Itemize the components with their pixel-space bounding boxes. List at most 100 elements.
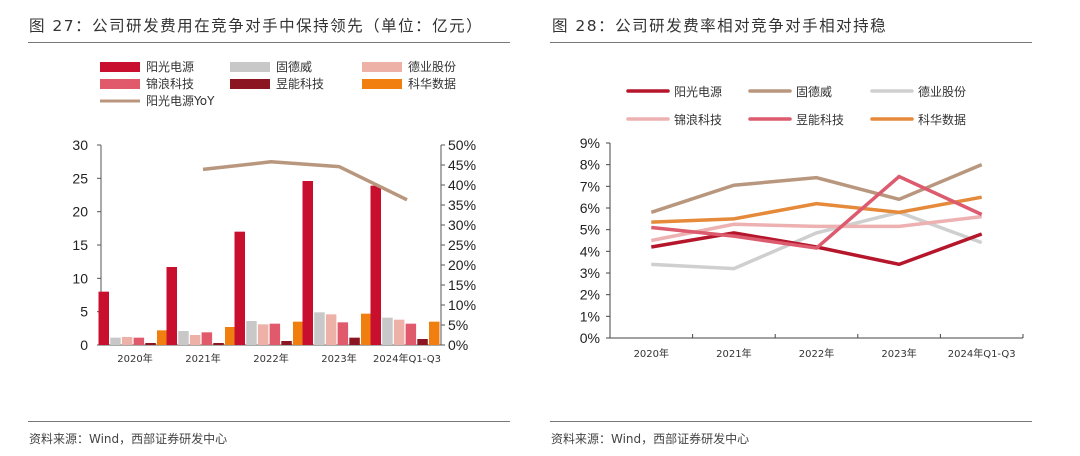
bar-3-2024-q1-q3 <box>405 323 417 345</box>
left-y-tick-label: 10 <box>72 270 88 286</box>
bar-1-2024-q1-q3 <box>382 317 393 345</box>
left-y-tick-label: 0 <box>80 337 88 353</box>
bar-0-2024-q1-q3 <box>370 185 381 345</box>
legend-swatch-4 <box>230 79 270 89</box>
legend-label-1: 固德威 <box>796 84 832 99</box>
legend-label-5: 科华数据 <box>918 112 966 127</box>
bar-2-2023 <box>325 314 337 345</box>
bar-5-2022 <box>293 321 304 345</box>
left-y-tick-label: 5 <box>80 304 88 320</box>
bar-2-2024-q1-q3 <box>393 319 405 345</box>
bar-4-2020 <box>145 343 156 345</box>
y-tick-label: 5% <box>580 222 600 238</box>
right-y-tick-label: 25% <box>448 237 476 253</box>
right-y-tick-label: 5% <box>448 317 468 333</box>
y-tick-label: 8% <box>580 157 600 173</box>
bar-1-2022 <box>246 321 257 345</box>
bar-0-2021 <box>166 267 177 345</box>
bar-3-2021 <box>201 332 213 345</box>
bar-2-2020 <box>121 337 133 345</box>
legend-label-3: 锦浪科技 <box>674 112 722 127</box>
bar-1-2020 <box>110 337 121 345</box>
legend-label-2: 德业股份 <box>408 59 456 74</box>
bar-3-2023 <box>337 322 349 345</box>
right-y-tick-label: 15% <box>448 277 476 293</box>
source-divider <box>28 421 510 422</box>
bar-4-2022 <box>281 341 292 345</box>
bar-1-2023 <box>314 312 325 345</box>
left-y-tick-label: 20 <box>72 204 88 220</box>
figure-27-panel: 图 27：公司研发费用在竞争对手中保持领先（单位：亿元） 阳光电源 固德威 德业股份… <box>28 17 510 446</box>
right-y-tick-label: 45% <box>448 157 476 173</box>
bar-1-2021 <box>178 331 189 345</box>
bar-3-2022 <box>269 323 281 345</box>
y-tick-label: 7% <box>580 178 600 194</box>
bar-2-2022 <box>257 324 269 345</box>
legend-label-1: 固德威 <box>276 59 312 74</box>
x-tick-label: 2023年 <box>881 347 916 360</box>
bar-5-2020 <box>157 330 168 345</box>
x-tick-label: 2024年Q1-Q3 <box>948 347 1016 360</box>
yoy-line <box>202 160 408 202</box>
figure-27-source: 资料来源：Wind，西部证券研发中心 <box>29 432 228 446</box>
legend-swatch-1 <box>230 62 270 72</box>
title-divider <box>28 42 510 43</box>
right-y-tick-label: 30% <box>448 217 476 233</box>
right-y-tick-label: 35% <box>448 197 476 213</box>
legend-swatch-3 <box>100 79 140 89</box>
y-tick-label: 6% <box>580 200 600 216</box>
bar-5-2021 <box>225 327 236 345</box>
y-tick-label: 9% <box>580 135 600 151</box>
series-line-5 <box>651 195 983 224</box>
right-y-tick-label: 50% <box>448 137 476 153</box>
y-tick-label: 1% <box>580 308 600 324</box>
y-tick-label: 4% <box>580 243 600 259</box>
bar-0-2023 <box>302 181 313 345</box>
title-divider <box>550 42 1032 43</box>
figure-28-source: 资料来源：Wind，西部证券研发中心 <box>551 432 750 446</box>
x-tick-label: 2021年 <box>185 352 220 365</box>
bar-3-2020 <box>133 337 145 345</box>
right-y-tick-label: 0% <box>448 337 468 353</box>
legend-label-5: 科华数据 <box>408 76 456 91</box>
legend-label-0: 阳光电源 <box>146 60 194 74</box>
legend-label-3: 锦浪科技 <box>146 76 194 91</box>
right-y-tick-label: 10% <box>448 297 476 313</box>
right-y-tick-label: 40% <box>448 177 476 193</box>
legend-label-0: 阳光电源 <box>674 85 722 99</box>
figure-28-title: 图 28：公司研发费率相对竞争对手相对持稳 <box>552 17 888 35</box>
source-divider <box>550 421 1032 422</box>
bar-5-2024-q1-q3 <box>429 321 440 345</box>
y-tick-label: 2% <box>580 287 600 303</box>
y-tick-label: 3% <box>580 265 600 281</box>
bar-4-2024-q1-q3 <box>417 339 428 345</box>
bar-4-2023 <box>349 337 360 345</box>
legend-label-4: 昱能科技 <box>276 77 324 91</box>
legend-label-2: 德业股份 <box>918 84 966 99</box>
bar-0-2022 <box>234 231 245 345</box>
x-tick-label: 2022年 <box>253 352 288 365</box>
bar-4-2021 <box>213 343 224 345</box>
left-y-tick-label: 25 <box>72 170 88 186</box>
legend-swatch-2 <box>362 62 402 72</box>
x-tick-label: 2023年 <box>321 352 356 365</box>
right-y-tick-label: 20% <box>448 257 476 273</box>
x-tick-label: 2020年 <box>634 347 669 360</box>
legend-swatch-0 <box>100 62 140 72</box>
bar-5-2023 <box>361 313 372 345</box>
y-tick-label: 0% <box>580 330 600 346</box>
legend-swatch-5 <box>362 79 402 89</box>
figure-28-panel: 图 28：公司研发费率相对竞争对手相对持稳 阳光电源 固德威 德业股份锦浪科技 昱能科… <box>540 0 1080 456</box>
legend-label-4: 昱能科技 <box>796 113 844 127</box>
figure-27-title: 图 27：公司研发费用在竞争对手中保持领先（单位：亿元） <box>29 17 484 35</box>
bar-0-2020 <box>98 291 109 345</box>
left-y-tick-label: 15 <box>72 237 88 253</box>
x-tick-label: 2021年 <box>716 347 751 360</box>
x-tick-label: 2020年 <box>117 352 152 365</box>
x-tick-label: 2024年Q1-Q3 <box>373 352 441 365</box>
bar-2-2021 <box>189 335 201 345</box>
x-tick-label: 2022年 <box>799 347 834 360</box>
left-y-tick-label: 30 <box>72 137 88 153</box>
